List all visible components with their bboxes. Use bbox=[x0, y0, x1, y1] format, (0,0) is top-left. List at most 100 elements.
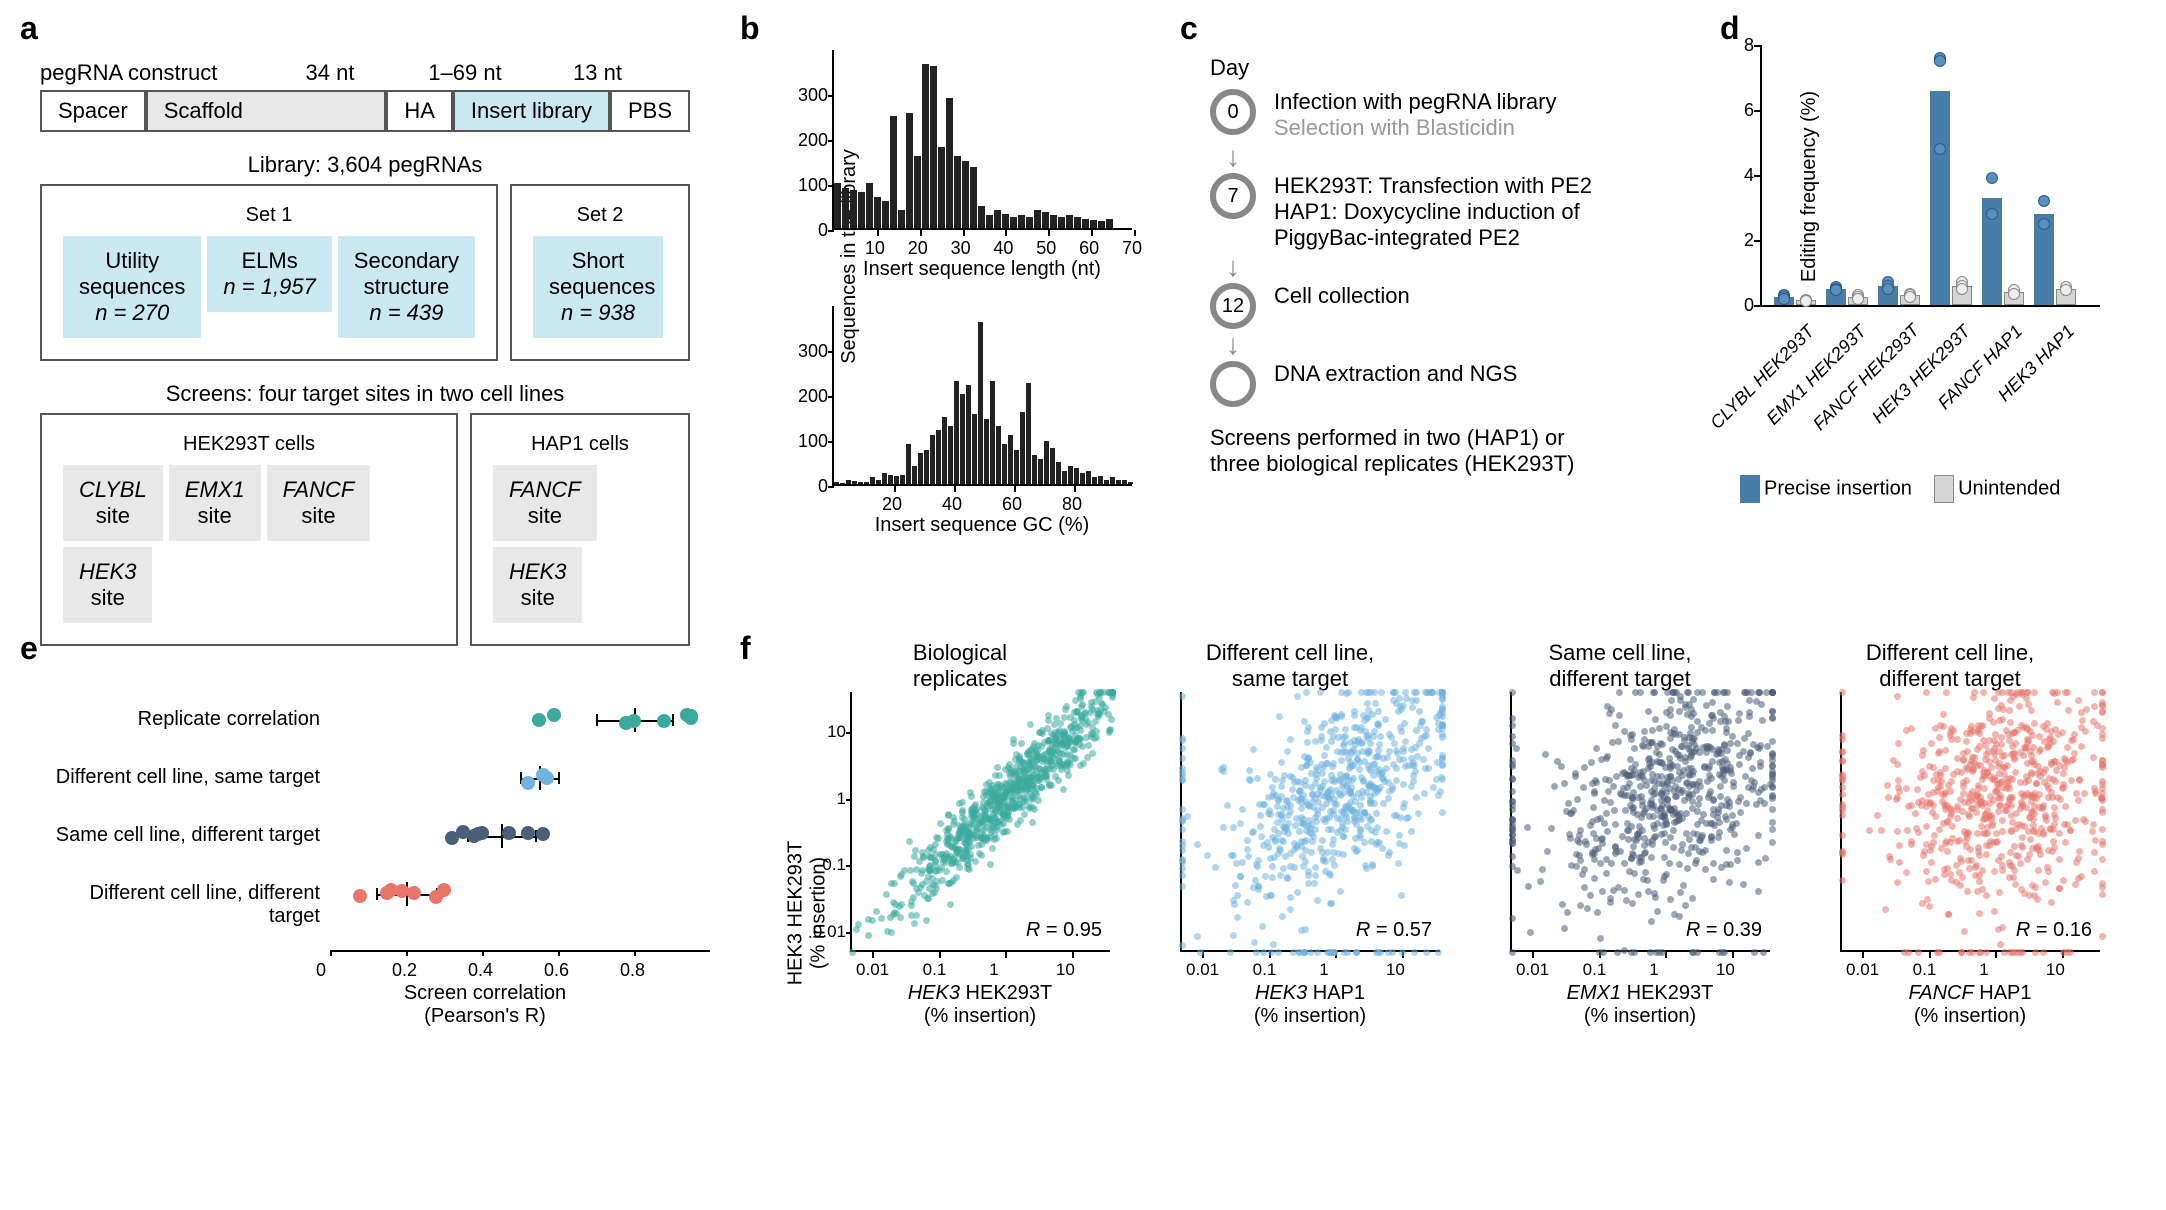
scatter-point bbox=[1327, 872, 1334, 879]
f-xlabel: HEK3 HAP1(% insertion) bbox=[1180, 982, 1440, 1028]
scatter-point bbox=[1692, 860, 1699, 867]
panel-label-f: f bbox=[740, 630, 751, 667]
scatter-point bbox=[1244, 837, 1251, 844]
scatter-point bbox=[1615, 738, 1622, 745]
dot-precise bbox=[2038, 218, 2050, 230]
scatter-point bbox=[1342, 733, 1349, 740]
scatter-point bbox=[1425, 745, 1432, 752]
scatter-point bbox=[1260, 949, 1267, 956]
scatter-point bbox=[2030, 827, 2037, 834]
scatter-point bbox=[1034, 747, 1041, 754]
scatter-point bbox=[2025, 701, 2032, 708]
scatter-point bbox=[1269, 874, 1276, 881]
scatter-point bbox=[1636, 859, 1643, 866]
scatter-point bbox=[1723, 816, 1730, 823]
scatter-point bbox=[1333, 787, 1340, 794]
scatter-point bbox=[1420, 756, 1427, 763]
scatter-point bbox=[1280, 838, 1287, 845]
scatter-point bbox=[1961, 928, 1968, 935]
scatter-point bbox=[2019, 834, 2026, 841]
scatter-point bbox=[1644, 877, 1651, 884]
scatter-point bbox=[1034, 774, 1041, 781]
f-scatter-panel: Same cell line, different target0.010.11… bbox=[1470, 640, 1770, 970]
scatter-point bbox=[1887, 856, 1894, 863]
hap-label: HAP1 cells bbox=[490, 433, 670, 456]
scatter-point bbox=[1694, 729, 1701, 736]
scatter-point bbox=[2060, 770, 2067, 777]
histo-bar bbox=[994, 210, 1001, 228]
scatter-point bbox=[1539, 866, 1546, 873]
scatter-point bbox=[1583, 841, 1590, 848]
scatter-point bbox=[1598, 756, 1605, 763]
scatter-point bbox=[1940, 820, 1947, 827]
scatter-point bbox=[1998, 741, 2005, 748]
scatter-point bbox=[1408, 828, 1415, 835]
scatter-point bbox=[1179, 818, 1186, 825]
scatter-point bbox=[1584, 905, 1591, 912]
scatter-point bbox=[1649, 727, 1656, 734]
scatter-point bbox=[2091, 689, 2098, 696]
scatter-point bbox=[1338, 757, 1345, 764]
scatter-point bbox=[2059, 729, 2066, 736]
scatter-point bbox=[1986, 773, 1993, 780]
e-xtick: 0 bbox=[316, 960, 326, 981]
f-xtick: 0.01 bbox=[1846, 960, 1879, 980]
legend-precise-label: Precise insertion bbox=[1764, 477, 1912, 499]
scatter-point bbox=[1645, 708, 1652, 715]
bar-precise bbox=[1930, 91, 1950, 306]
scatter-point bbox=[2099, 826, 2106, 833]
histo-bar bbox=[876, 480, 881, 485]
scatter-point bbox=[1323, 744, 1330, 751]
scatter-point bbox=[2042, 879, 2049, 886]
scatter-point bbox=[1976, 852, 1983, 859]
scatter-point bbox=[1227, 949, 1234, 956]
scatter-point bbox=[2040, 831, 2047, 838]
scatter-point bbox=[1723, 802, 1730, 809]
scatter-point bbox=[1983, 949, 1990, 956]
scatter-point bbox=[1710, 860, 1717, 867]
histo-bar bbox=[1032, 455, 1037, 484]
scatter-point bbox=[1063, 703, 1070, 710]
f-ytick: 0.1 bbox=[808, 855, 846, 875]
scatter-point bbox=[1435, 949, 1442, 956]
scatter-point bbox=[1382, 716, 1389, 723]
scatter-point bbox=[1983, 751, 1990, 758]
scatter-point bbox=[1903, 727, 1910, 734]
histo-bar bbox=[972, 414, 977, 484]
histo-bar bbox=[918, 453, 923, 485]
scatter-point bbox=[1581, 764, 1588, 771]
scatter-point bbox=[1690, 696, 1697, 703]
scatter-point bbox=[1076, 735, 1083, 742]
f-scatter-panel: Different cell line, different target0.0… bbox=[1800, 640, 2100, 970]
scatter-point bbox=[849, 949, 856, 956]
scatter-point bbox=[1634, 831, 1641, 838]
scatter-point bbox=[1839, 784, 1846, 791]
scatter-point bbox=[2091, 703, 2098, 710]
scatter-point bbox=[1937, 772, 1944, 779]
scatter-point bbox=[898, 871, 905, 878]
scatter-point bbox=[1396, 756, 1403, 763]
scatter-point bbox=[1755, 832, 1762, 839]
scatter-point bbox=[1509, 722, 1516, 729]
scatter-point bbox=[1769, 784, 1776, 791]
scatter-point bbox=[1989, 822, 1996, 829]
scatter-point bbox=[1695, 801, 1702, 808]
scatter-point bbox=[1375, 753, 1382, 760]
screens-title: Screens: four target sites in two cell l… bbox=[40, 381, 690, 407]
scatter-point bbox=[1631, 745, 1638, 752]
scatter-point bbox=[1070, 746, 1077, 753]
scatter-point bbox=[1991, 868, 1998, 875]
scatter-point bbox=[2091, 849, 2098, 856]
scatter-point bbox=[1397, 724, 1404, 731]
scatter-point bbox=[1727, 861, 1734, 868]
set2-box: Set 2 Short sequencesn = 938 bbox=[510, 184, 690, 361]
scatter-point bbox=[1577, 902, 1584, 909]
scatter-point bbox=[2064, 744, 2071, 751]
scatter-point bbox=[1411, 949, 1418, 956]
histo-bar bbox=[924, 450, 929, 484]
panel-b-content: Sequences in the library 010020030010203… bbox=[787, 50, 1132, 537]
scatter-point bbox=[1941, 801, 1948, 808]
scatter-point bbox=[1588, 759, 1595, 766]
scatter-point bbox=[1052, 751, 1059, 758]
scatter-point bbox=[1927, 847, 1934, 854]
